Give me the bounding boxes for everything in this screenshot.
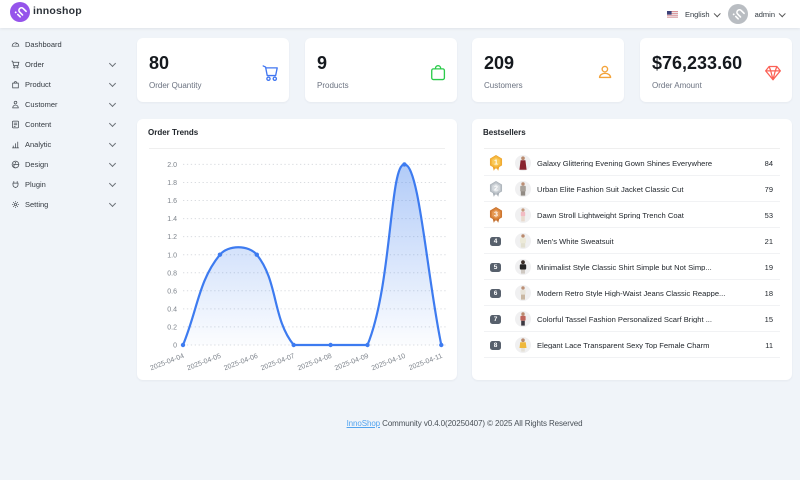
svg-text:2025-04-05: 2025-04-05 (186, 353, 222, 372)
svg-text:2025-04-07: 2025-04-07 (260, 353, 296, 372)
svg-text:1.0: 1.0 (167, 252, 177, 259)
svg-text:0: 0 (173, 343, 177, 350)
svg-text:2025-04-09: 2025-04-09 (334, 353, 370, 372)
svg-text:0.4: 0.4 (167, 307, 177, 314)
svg-text:3: 3 (494, 210, 498, 219)
svg-text:0.6: 0.6 (167, 288, 177, 295)
svg-text:1.8: 1.8 (167, 180, 177, 187)
svg-text:2025-04-08: 2025-04-08 (297, 353, 333, 372)
svg-text:1: 1 (494, 158, 498, 167)
svg-text:1.6: 1.6 (167, 198, 177, 205)
svg-text:2025-04-04: 2025-04-04 (149, 353, 185, 372)
svg-text:1.4: 1.4 (167, 216, 177, 223)
svg-text:2: 2 (494, 184, 498, 193)
svg-text:2025-04-10: 2025-04-10 (371, 353, 407, 372)
svg-text:2025-04-06: 2025-04-06 (223, 353, 259, 372)
svg-text:1.2: 1.2 (167, 234, 177, 241)
svg-text:0.2: 0.2 (167, 325, 177, 332)
svg-text:0.8: 0.8 (167, 270, 177, 277)
svg-text:2.0: 2.0 (167, 162, 177, 169)
svg-text:2025-04-11: 2025-04-11 (408, 353, 444, 372)
